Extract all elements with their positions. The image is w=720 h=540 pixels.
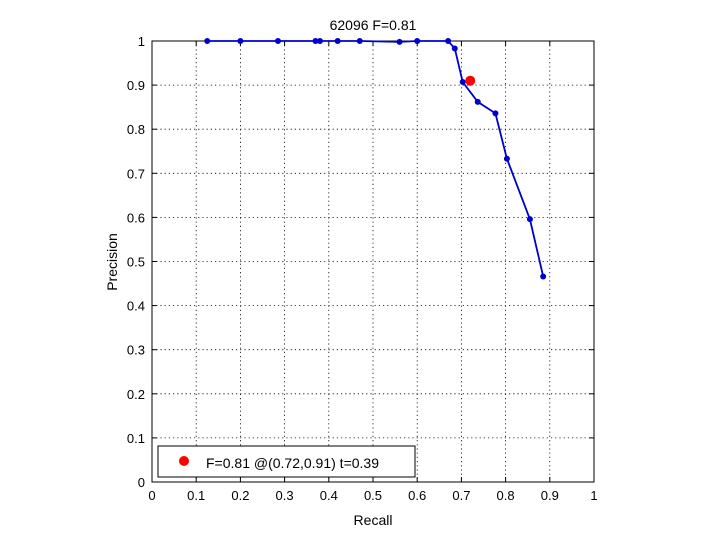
x-tick-label: 0.6 <box>408 488 426 503</box>
y-tick-label: 0.6 <box>127 210 145 225</box>
x-tick-label: 0.7 <box>452 488 470 503</box>
data-point <box>414 38 421 44</box>
y-tick-label: 0.8 <box>127 122 145 137</box>
chart-title: 62096 F=0.81 <box>330 17 417 33</box>
data-point <box>445 38 452 44</box>
data-point <box>492 110 499 117</box>
y-ticks: 0 0.1 0.2 0.3 0.4 0.5 0.6 0.7 0.8 0.9 1 <box>127 34 594 490</box>
x-tick-label: 1 <box>590 488 597 503</box>
x-tick-label: 0 <box>148 488 155 503</box>
data-point <box>334 38 341 44</box>
data-point <box>540 273 547 280</box>
data-point <box>237 38 244 44</box>
legend-label: F=0.81 @(0.72,0.91) t=0.39 <box>206 455 379 471</box>
y-tick-label: 0.9 <box>127 78 145 93</box>
data-point <box>274 38 281 44</box>
y-tick-label: 0.1 <box>127 431 145 446</box>
y-tick-label: 0.3 <box>127 343 145 358</box>
plot-area <box>152 41 594 482</box>
best-f-point <box>465 75 476 86</box>
data-point <box>526 216 533 223</box>
x-tick-label: 0.1 <box>187 488 205 503</box>
y-tick-label: 0.2 <box>127 387 145 402</box>
legend: F=0.81 @(0.72,0.91) t=0.39 <box>157 445 416 478</box>
data-point <box>474 98 481 105</box>
data-point <box>451 45 458 52</box>
data-point <box>312 38 319 44</box>
x-tick-label: 0.4 <box>320 488 338 503</box>
series-layer <box>204 38 547 280</box>
data-point <box>396 38 403 45</box>
data-point <box>204 38 211 44</box>
x-axis-label: Recall <box>354 512 393 528</box>
y-tick-label: 1 <box>138 34 145 49</box>
y-tick-label: 0.4 <box>127 299 145 314</box>
legend-marker <box>179 456 189 466</box>
x-tick-label: 0.2 <box>231 488 249 503</box>
data-point <box>459 79 466 86</box>
x-tick-label: 0.9 <box>541 488 559 503</box>
y-axis-label: Precision <box>104 233 120 291</box>
y-tick-label: 0 <box>138 475 145 490</box>
x-tick-label: 0.3 <box>276 488 294 503</box>
y-tick-label: 0.7 <box>127 166 145 181</box>
data-point <box>503 155 510 162</box>
legend-box <box>157 445 416 478</box>
data-point <box>316 38 323 44</box>
y-tick-label: 0.5 <box>127 255 145 270</box>
x-ticks: 0 0.1 0.2 0.3 0.4 0.5 0.6 0.7 0.8 0.9 1 <box>148 41 598 503</box>
data-point <box>356 38 363 44</box>
x-tick-label: 0.8 <box>497 488 515 503</box>
x-tick-label: 0.5 <box>364 488 382 503</box>
